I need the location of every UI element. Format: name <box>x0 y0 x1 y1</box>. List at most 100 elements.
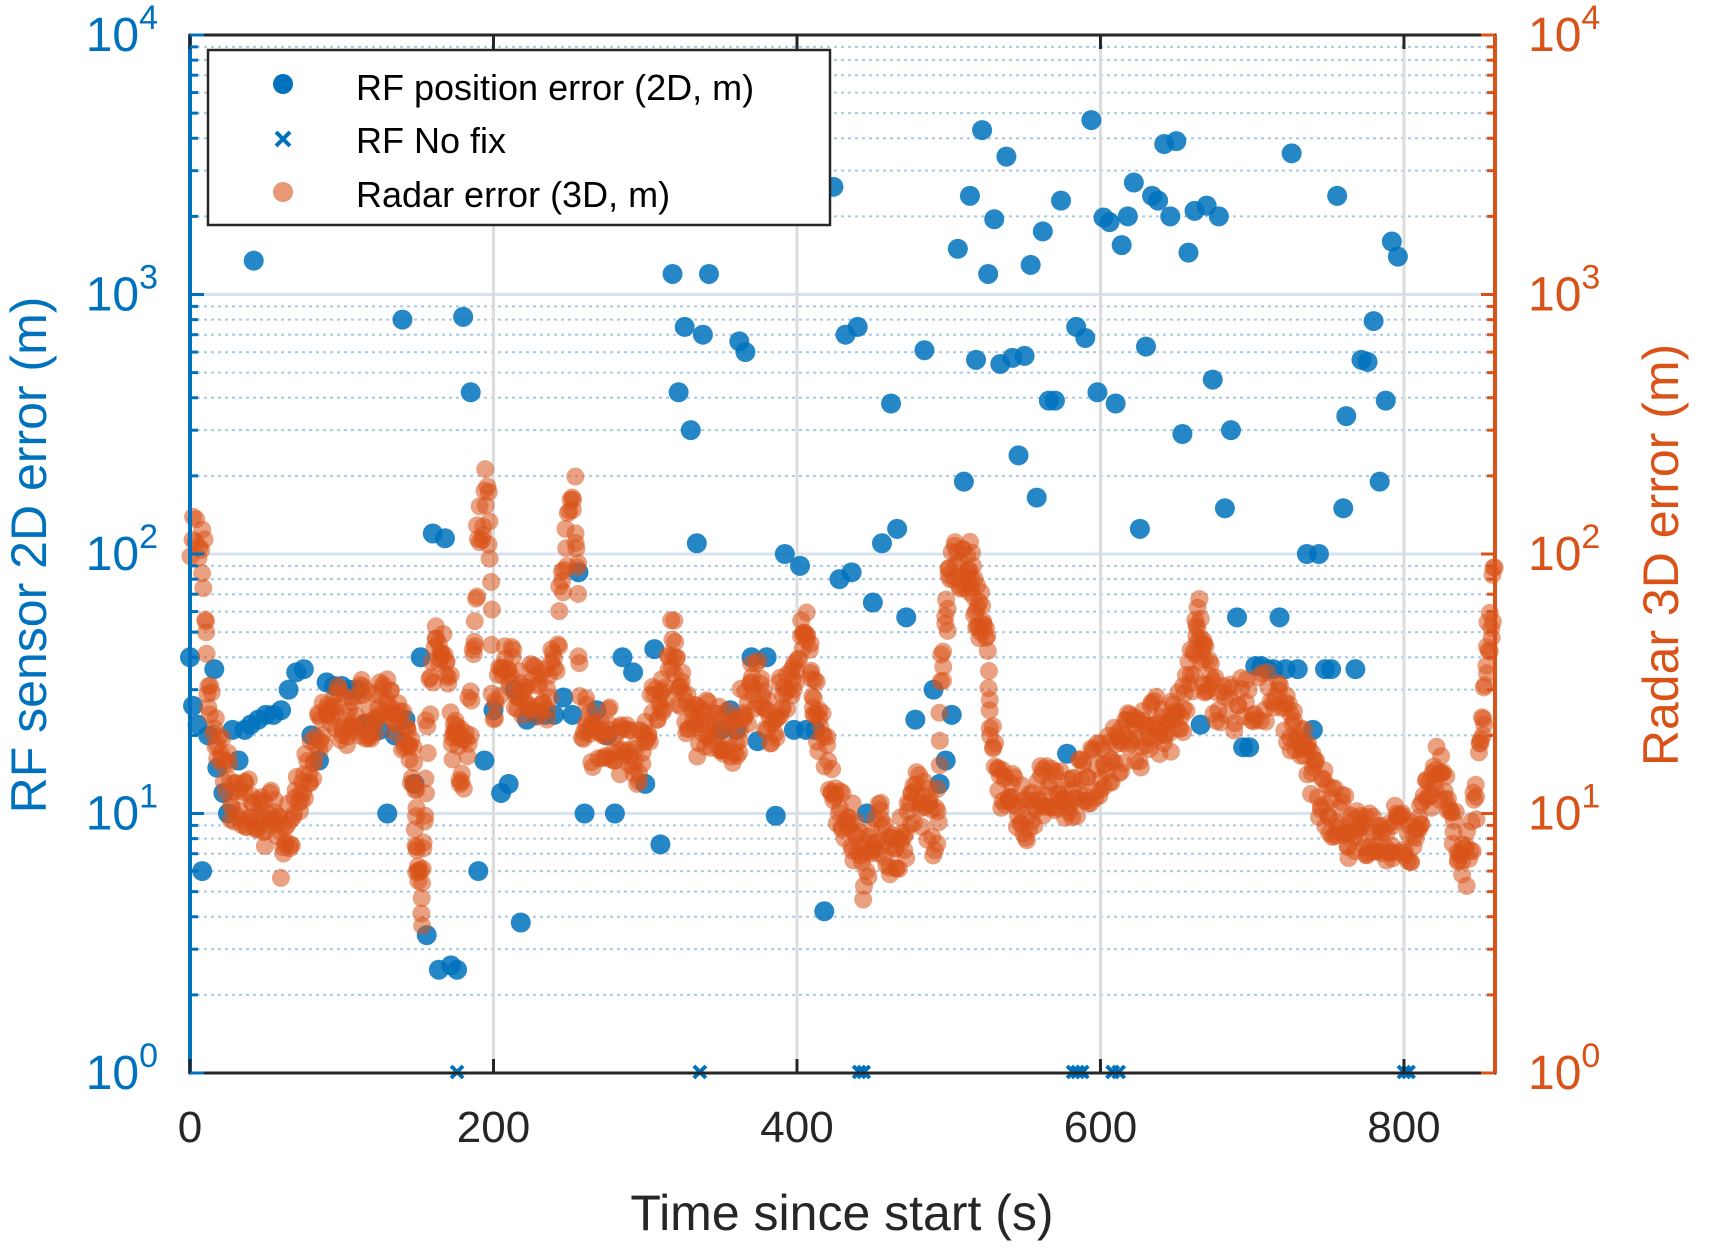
radar-error-point <box>933 671 952 690</box>
rf-position-point <box>1387 246 1408 267</box>
rf-position-point <box>1369 471 1390 492</box>
radar-error-point <box>413 859 432 878</box>
x-tick-label: 600 <box>1064 1103 1137 1152</box>
rf-position-point <box>1190 714 1211 735</box>
rf-position-point <box>1381 231 1402 252</box>
rf-position-point <box>1117 206 1138 227</box>
left-y-axis-label: RF sensor 2D error (m) <box>1 297 57 814</box>
radar-error-point <box>1336 786 1355 805</box>
radar-error-point <box>476 460 495 479</box>
radar-error-point <box>938 621 957 640</box>
radar-error-point <box>1174 723 1193 742</box>
rf-position-point <box>1075 327 1096 348</box>
radar-error-point <box>437 652 456 671</box>
radar-error-point <box>480 512 499 531</box>
right-y-axis-label: Radar 3D error (m) <box>1633 344 1689 766</box>
rf-position-point <box>1336 406 1357 427</box>
tick-exponent: 0 <box>139 1037 158 1075</box>
radar-error-point <box>656 678 675 697</box>
left-y-tick-label: 104 <box>86 0 158 62</box>
radar-error-point <box>1284 702 1303 721</box>
radar-error-point <box>503 648 522 667</box>
rf-position-point <box>1178 242 1199 263</box>
rf-position-point <box>662 263 683 284</box>
rf-position-point <box>1099 212 1120 233</box>
rf-position-point <box>1202 369 1223 390</box>
axis-ticks <box>188 33 1495 1075</box>
rf-position-point <box>1172 424 1193 445</box>
radar-error-point <box>749 651 768 670</box>
radar-error-point <box>738 714 757 733</box>
rf-position-point <box>1081 110 1102 131</box>
radar-error-point <box>213 729 232 748</box>
right-y-tick-label: 101 <box>1528 778 1600 841</box>
rf-position-point <box>1166 131 1187 152</box>
legend-label-radar: Radar error (3D, m) <box>356 174 670 215</box>
left-y-tick-label: 101 <box>86 778 158 841</box>
radar-error-point <box>1437 767 1456 786</box>
radar-error-point <box>979 662 998 681</box>
rf-position-point <box>574 803 595 824</box>
radar-error-point <box>1432 747 1451 766</box>
x-tick-label: 800 <box>1367 1103 1440 1152</box>
tick-base: 10 <box>86 9 139 62</box>
radar-error-point <box>930 703 949 722</box>
rf-position-point <box>680 420 701 441</box>
x-axis-label: Time since start (s) <box>630 1185 1053 1241</box>
rf-position-point <box>841 562 862 583</box>
rf-position-point <box>674 316 695 337</box>
tick-base: 10 <box>86 269 139 322</box>
tick-base: 10 <box>1528 9 1581 62</box>
rf-position-point <box>604 803 625 824</box>
radar-error-point <box>972 583 991 602</box>
rf-position-point <box>1333 498 1354 519</box>
tick-exponent: 1 <box>139 778 158 816</box>
radar-error-point <box>404 753 423 772</box>
tick-base: 10 <box>86 788 139 841</box>
radar-error-point <box>986 733 1005 752</box>
radar-error-point <box>465 632 484 651</box>
rf-position-point <box>959 185 980 206</box>
tick-exponent: 2 <box>1581 518 1600 556</box>
radar-error-point <box>366 723 385 742</box>
rf-position-point <box>1032 221 1053 242</box>
rf-position-point <box>978 263 999 284</box>
radar-error-point <box>600 698 619 717</box>
tick-exponent: 1 <box>1581 778 1600 816</box>
rf-position-point <box>612 647 633 668</box>
radar-error-point <box>206 709 225 728</box>
radar-error-point <box>202 683 221 702</box>
rf-position-point <box>1345 659 1366 680</box>
tick-exponent: 0 <box>1581 1037 1600 1075</box>
left-y-tick-label: 102 <box>86 518 158 581</box>
radar-error-point <box>394 702 413 721</box>
radar-error-point <box>1256 712 1275 731</box>
rf-position-point <box>984 209 1005 230</box>
radar-error-point <box>1401 853 1420 872</box>
rf-position-point <box>1363 311 1384 332</box>
rf-position-point <box>1160 206 1181 227</box>
rf-position-point <box>434 528 455 549</box>
rf-position-point <box>862 592 883 613</box>
rf-position-point <box>650 834 671 855</box>
radar-error-point <box>315 734 334 753</box>
rf-position-point <box>692 324 713 345</box>
rf-position-point <box>1044 390 1065 411</box>
rf-position-point <box>774 544 795 564</box>
radar-error-point <box>1177 701 1196 720</box>
radar-error-point <box>1161 742 1180 761</box>
rf-position-point <box>996 146 1017 167</box>
rf-position-point <box>293 659 314 680</box>
radar-error-point <box>271 868 290 887</box>
radar-error-point <box>823 760 842 779</box>
rf-position-point <box>1123 172 1144 193</box>
right-y-tick-label: 104 <box>1528 0 1600 62</box>
radar-error-point <box>486 709 505 728</box>
rf-position-point <box>474 750 495 771</box>
rf-position-point <box>553 687 574 708</box>
rf-position-point <box>1105 393 1126 414</box>
radar-error-point <box>421 705 440 724</box>
rf-position-point <box>1281 143 1302 164</box>
rf-position-point <box>871 533 892 554</box>
radar-error-point <box>630 772 649 791</box>
